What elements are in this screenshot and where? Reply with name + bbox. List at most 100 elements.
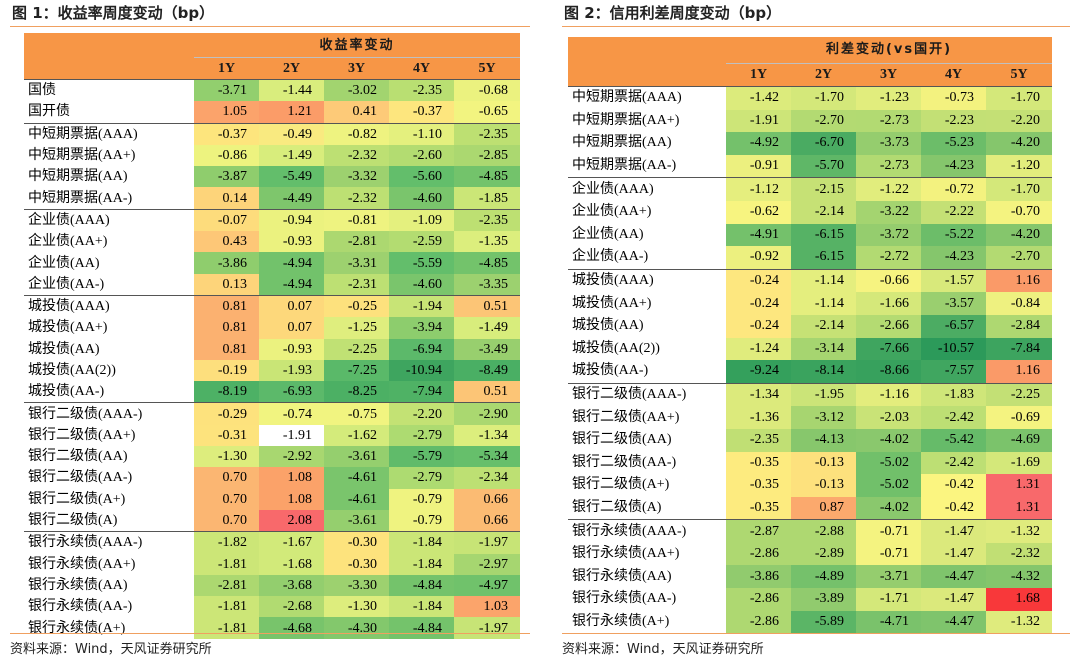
value-cell: -2.25 <box>324 338 389 360</box>
row-label: 国债 <box>24 79 194 102</box>
value-cell: -2.86 <box>726 588 791 611</box>
value-cell: -2.25 <box>986 382 1053 407</box>
value-cell: 0.13 <box>194 273 259 296</box>
value-cell: -0.24 <box>726 268 791 293</box>
value-cell: -2.20 <box>389 402 454 425</box>
value-cell: -3.61 <box>324 509 389 532</box>
value-cell: -3.73 <box>856 132 921 155</box>
row-label: 中短期票据(AAA) <box>568 85 726 110</box>
value-cell: -2.86 <box>726 610 791 634</box>
value-cell: 1.05 <box>194 101 259 124</box>
value-cell: -10.94 <box>389 359 454 382</box>
left-source-note: 资料来源：Wind，天风证券研究所 <box>10 633 530 657</box>
row-label: 中短期票据(AA-) <box>572 158 677 174</box>
table-row: 城投债(AA(2)) -0.19 -1.93 -7.25 -10.94 -8.49 <box>24 359 521 382</box>
value-cell: -1.47 <box>921 519 986 543</box>
row-label: 中短期票据(AA) <box>28 169 128 185</box>
value-cell: -2.73 <box>856 109 921 133</box>
value-cell: -0.62 <box>726 200 791 224</box>
value-cell: -2.87 <box>726 519 791 543</box>
value-cell: 1.08 <box>259 488 324 510</box>
row-label: 中短期票据(AAA) <box>24 122 194 145</box>
value-cell: -0.82 <box>324 122 389 145</box>
value-cell: -7.94 <box>389 381 454 403</box>
value-cell: -2.35 <box>454 122 521 145</box>
value-cell: -5.34 <box>454 446 521 468</box>
value-cell: 1.16 <box>986 268 1053 293</box>
table-row: 企业债(AAA) -0.07 -0.94 -0.81 -1.09 -2.35 <box>24 208 521 232</box>
value-cell: 0.70 <box>194 467 259 489</box>
value-cell: -2.03 <box>856 406 921 429</box>
table-row: 银行二级债(A) -0.35 0.87 -4.02 -0.42 1.31 <box>568 496 1053 520</box>
value-cell: -7.66 <box>856 337 921 361</box>
table-row: 银行二级债(A) 0.70 2.08 -3.61 -0.79 0.66 <box>24 509 521 532</box>
value-cell: -1.34 <box>726 382 791 407</box>
value-cell: -5.59 <box>389 252 454 274</box>
value-cell: -2.35 <box>389 79 454 102</box>
value-cell: 0.41 <box>324 101 389 124</box>
table-row: 城投债(AA(2)) -1.24 -3.14 -7.66 -10.57 -7.84 <box>568 337 1053 361</box>
value-cell: -4.84 <box>389 574 454 597</box>
row-label: 银行永续债(AAA-) <box>24 531 194 554</box>
table-row: 银行二级债(AA+) -0.31 -1.91 -1.62 -2.79 -1.34 <box>24 424 521 447</box>
value-cell: -2.32 <box>986 542 1053 566</box>
table-row: 银行永续债(AAA-) -2.87 -2.88 -0.71 -1.47 -1.32 <box>568 519 1053 543</box>
table-row: 银行二级债(A+) 0.70 1.08 -4.61 -0.79 0.66 <box>24 488 521 510</box>
table-row: 中短期票据(AA+) -1.91 -2.70 -2.73 -2.23 -2.20 <box>568 109 1053 133</box>
value-cell: -9.24 <box>726 360 791 384</box>
value-cell: -5.42 <box>921 428 986 452</box>
value-cell: -1.71 <box>856 588 921 611</box>
value-cell: -0.35 <box>726 474 791 497</box>
value-cell: -4.32 <box>986 565 1053 589</box>
value-cell: -2.85 <box>454 144 521 167</box>
value-cell: -2.86 <box>726 542 791 566</box>
value-cell: -1.95 <box>791 382 856 407</box>
value-cell: -1.23 <box>856 85 921 110</box>
table-row: 企业债(AA-) 0.13 -4.94 -2.31 -4.60 -3.35 <box>24 273 521 296</box>
value-cell: -2.34 <box>454 467 521 489</box>
row-label: 中短期票据(AA) <box>572 135 672 151</box>
value-cell: -4.49 <box>259 187 324 210</box>
value-cell: -0.71 <box>856 542 921 566</box>
row-label: 银行二级债(AAA-) <box>24 402 194 425</box>
value-cell: -2.35 <box>454 208 521 232</box>
value-cell: 1.31 <box>986 496 1053 520</box>
column-header-3y: 3Y <box>324 57 389 80</box>
column-header-4y: 4Y <box>389 57 454 80</box>
value-cell: -0.70 <box>986 200 1053 224</box>
table-row: 银行二级债(AA) -1.30 -2.92 -3.61 -5.79 -5.34 <box>24 446 521 468</box>
value-cell: -3.02 <box>324 79 389 102</box>
value-cell: -0.35 <box>726 496 791 520</box>
value-cell: -3.12 <box>791 406 856 429</box>
value-cell: -0.93 <box>259 231 324 253</box>
value-cell: -7.84 <box>986 337 1053 361</box>
value-cell: -0.86 <box>194 144 259 167</box>
column-header-1y: 1Y <box>726 63 791 87</box>
value-cell: -0.92 <box>726 246 791 270</box>
value-cell: -1.91 <box>726 109 791 133</box>
column-header-2y: 2Y <box>259 57 324 80</box>
value-cell: -2.66 <box>856 314 921 338</box>
value-cell: -1.68 <box>259 553 324 575</box>
value-cell: -7.25 <box>324 359 389 382</box>
table-row: 中短期票据(AA-) -0.91 -5.70 -2.73 -4.23 -1.20 <box>568 154 1053 178</box>
value-cell: -2.14 <box>791 200 856 224</box>
value-cell: -4.94 <box>259 273 324 296</box>
value-cell: -6.57 <box>921 314 986 338</box>
value-cell: 0.81 <box>194 338 259 360</box>
right-source-note: 资料来源：Wind，天风证券研究所 <box>562 633 1070 657</box>
super-header: 利差变动(vs国开) <box>726 37 1053 64</box>
value-cell: -3.86 <box>194 252 259 274</box>
table-row: 企业债(AAA) -1.12 -2.15 -1.22 -0.72 -1.70 <box>568 177 1053 201</box>
value-cell: -1.70 <box>986 85 1053 110</box>
value-cell: -4.92 <box>726 132 791 155</box>
value-cell: 0.07 <box>259 294 324 318</box>
value-cell: -5.02 <box>856 474 921 497</box>
value-cell: -1.49 <box>259 144 324 167</box>
table-row: 城投债(AA+) -0.24 -1.14 -1.66 -3.57 -0.84 <box>568 292 1053 315</box>
value-cell: -2.60 <box>389 144 454 167</box>
value-cell: 0.43 <box>194 231 259 253</box>
super-header: 收益率变动 <box>194 33 521 58</box>
value-cell: -4.61 <box>324 488 389 510</box>
value-cell: -8.19 <box>194 381 259 403</box>
